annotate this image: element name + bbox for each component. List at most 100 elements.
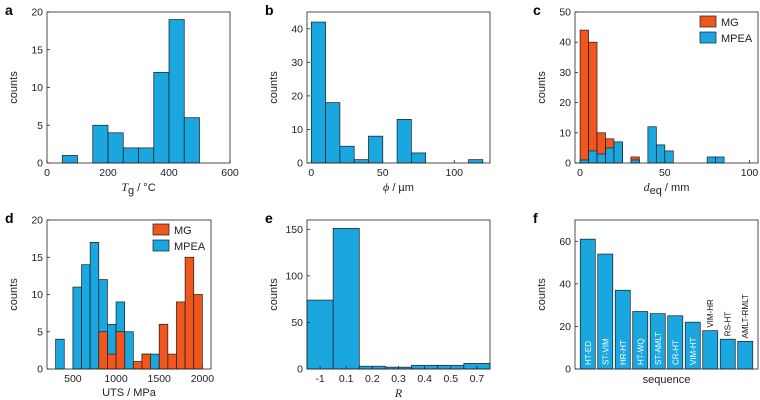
panel-d-bar-mpea — [124, 331, 134, 370]
panel-a-bar-mpea — [61, 155, 78, 164]
panel-d-bar-mg — [132, 361, 143, 370]
panel-b-xtick-label: 100 — [445, 167, 463, 179]
panel-f-bar — [702, 330, 719, 370]
panel-c-legend-label-mg: MG — [721, 17, 739, 29]
panel-b-panel-label: b — [265, 2, 274, 18]
panel-e-xtick-label: 0.2 — [365, 373, 380, 385]
panel-f-xlabel: sequence — [643, 374, 691, 386]
panel-d-ytick-label: 5 — [37, 326, 43, 338]
panel-c-bar-mpea — [706, 156, 716, 164]
panel-a-xtick-label: 400 — [160, 167, 178, 179]
panel-f-bar-label: AMLT-RMLT — [741, 294, 750, 338]
panel-b-bar-mpea — [468, 159, 484, 164]
panel-b-xlabel: ϕ / µm — [383, 180, 414, 194]
panel-f-axes-frame — [574, 219, 759, 370]
panel-f-bar — [737, 340, 754, 370]
panel-c-axes-frame — [574, 11, 759, 164]
panel-d-bar-mg — [158, 323, 169, 370]
panel-e-bar — [306, 299, 334, 370]
panel-c-ytick-label: 30 — [559, 67, 571, 79]
panel-e-ytick-label: 150 — [285, 224, 303, 236]
panel-d-legend-swatch-mg — [152, 223, 170, 236]
panel-a-bar-mpea — [92, 124, 109, 164]
panel-c-bar-mg — [588, 41, 598, 164]
panel-f-bar — [719, 338, 736, 370]
panel-a-ytick-label: 5 — [37, 120, 43, 132]
panel-c-legend-swatch-mg — [699, 15, 717, 28]
panel-d-legend-label-mg: MG — [174, 225, 192, 237]
panel-b-ytick-label: 30 — [291, 57, 303, 69]
panel-e-xlabel: R — [394, 386, 403, 400]
panel-c-bar-mpea — [579, 159, 589, 164]
panel-a-xtick-label: 600 — [221, 167, 239, 179]
panel-c-bar-mg — [579, 29, 589, 164]
panel-c-bar-mpea — [664, 150, 674, 164]
panel-f-bar-label: HT-ED — [584, 341, 593, 365]
panel-c-legend-swatch-mpea — [699, 31, 717, 44]
panel-d-xtick-label: 1500 — [148, 373, 172, 385]
panel-a-bar-mpea — [107, 132, 124, 164]
panel-c-panel-label: c — [533, 2, 541, 18]
panel-b-axes-frame — [306, 11, 491, 164]
panel-d-panel-label: d — [5, 210, 14, 226]
panel-f-bar-label: HR-HT — [619, 340, 628, 365]
panel-d-bar-mg — [107, 353, 117, 370]
panel-d-bar-mg — [176, 301, 186, 370]
panel-a-ylabel: counts — [8, 71, 20, 104]
panel-c-xtick-label: 50 — [659, 167, 671, 179]
panel-c-ytick-label: 40 — [559, 37, 571, 49]
panel-f-bar-label: VIM-HR — [706, 299, 715, 328]
panel-d-xlabel: UTS / MPa — [102, 387, 157, 399]
panel-e-xtick-label: 0.1 — [339, 373, 354, 385]
panel-a-xlabel-unit: / °C — [134, 182, 156, 194]
panel-f-bar-label: CR-HT — [671, 340, 680, 365]
panel-f-bar-label: ST-VIM — [601, 338, 610, 365]
panel-e-ytick-label: 50 — [291, 317, 303, 329]
panel-c-ytick-label: 50 — [559, 7, 571, 19]
panel-b-xtick-label: 50 — [377, 167, 389, 179]
panel-a-ytick-label: 0 — [37, 158, 43, 170]
panel-c-xlabel: deq / mm — [644, 180, 690, 197]
panel-a-panel-label: a — [5, 2, 13, 18]
panel-e-xtick-label: -1 — [315, 373, 324, 385]
panel-d-xtick-label: 1000 — [104, 373, 128, 385]
panel-e-panel-label: e — [265, 210, 273, 226]
panel-d-ytick-label: 10 — [31, 289, 43, 301]
panel-b-xlabel-symbol: ϕ — [383, 180, 389, 194]
panel-c-bar-mpea — [630, 159, 640, 164]
panel-a-bar-mpea — [122, 147, 139, 164]
panel-f-bar-label: HT-WQ — [636, 338, 645, 365]
panel-b-xtick-label: 0 — [308, 167, 314, 179]
panel-b-bar-mpea — [368, 135, 384, 164]
panel-c-bar-mpea — [596, 153, 606, 164]
panel-c-xtick-label: 100 — [741, 167, 759, 179]
panel-b-ytick-label: 0 — [297, 158, 303, 170]
panel-f-ytick-label: 20 — [559, 321, 571, 333]
panel-f-ytick-label: 60 — [559, 236, 571, 248]
panel-e-bar — [332, 228, 360, 370]
panel-f-bar-label: VIM-HT — [689, 337, 698, 365]
panel-a-bar-mpea — [168, 19, 185, 164]
panel-d-legend-label-mpea: MPEA — [174, 241, 206, 253]
panel-d-xtick-label: 500 — [64, 373, 82, 385]
panel-d-ytick-label: 15 — [31, 252, 43, 264]
panel-e-xtick-label: 0.3 — [391, 373, 406, 385]
panel-f-ytick-label: 40 — [559, 278, 571, 290]
panel-f-ylabel: counts — [536, 278, 548, 311]
panel-f-bar-label: RS-HT — [724, 312, 733, 337]
panel-f-ytick-label: 0 — [565, 364, 571, 376]
panel-c: 0 10 20 30 40 50 0 50 100 counts deq / mm c MG MPEA — [533, 2, 758, 197]
panel-d-bar-mpea — [89, 242, 100, 370]
panel-d-xtick-label: 2000 — [191, 373, 215, 385]
panel-b: 0 10 20 30 40 0 50 100 counts ϕ / µm b — [265, 2, 491, 194]
panel-d-bar-mg — [184, 256, 195, 370]
panel-e-ylabel: counts — [268, 278, 280, 311]
panel-a-xlabel: Tg / °C — [121, 180, 155, 197]
panel-e-xtick-label: 0.7 — [470, 373, 485, 385]
panel-b-bar-mpea — [339, 145, 355, 164]
panel-d-ytick-label: 20 — [31, 215, 43, 227]
panel-c-ylabel: counts — [536, 71, 548, 104]
panel-a-bar-mpea — [183, 117, 200, 164]
panel-d-bar-mpea — [81, 264, 91, 370]
